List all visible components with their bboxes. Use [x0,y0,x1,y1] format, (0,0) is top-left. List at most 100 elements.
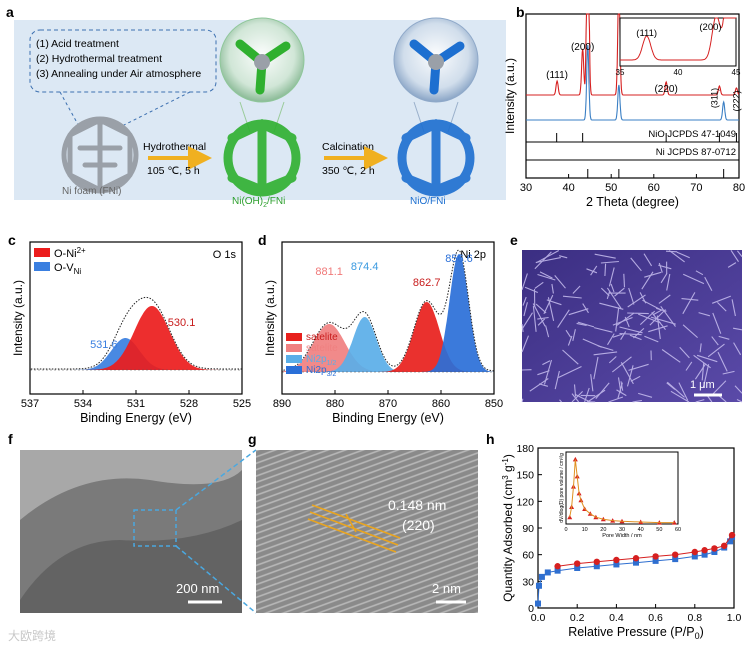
xrd-series-1 [526,44,739,121]
sem-nanosheet-edge [539,271,553,279]
sem-nanosheet-edge [616,389,627,397]
bet-xtick-label-1: 0.2 [570,612,585,624]
sem-nanosheet-edge [571,393,580,403]
xrd-xtick-label-4: 70 [690,182,702,194]
xrd-xtick-label-0: 30 [520,182,532,194]
bet-inset-xtick-2: 20 [600,527,606,533]
sem-nanosheet-edge [616,312,635,327]
bet-xtick-label-0: 0.0 [531,612,546,624]
sem-nanosheet-edge [535,257,561,264]
arrow1-condition: 105 ℃, 5 h [147,165,200,177]
sem-nanosheet-edge [681,298,699,301]
ni2p-annotation-3: 856.6 [445,253,473,265]
ni2p-legend-swatch-0 [286,333,302,341]
xrd-inset-frame [619,17,737,67]
sem-nanosheet-edge [599,302,624,310]
panel-label-b: b [516,4,525,20]
tem-scale-label: 200 nm [176,581,219,596]
d-spacing-label: 0.148 nm [388,497,446,513]
caption-niooh: Ni(OH)2/FNi [232,196,285,209]
chart-ni2p: 890 880 870 860 850 Binding Energy (eV) Intens… [263,241,503,425]
sem-nanosheet-edge [559,399,562,403]
sem-nanosheet-edge [695,270,704,276]
bet-inset-xtick-5: 50 [656,527,662,533]
chart-bet: 0 30 60 90 120 150 180 0.0 0.2 0.4 0.6 0.8 1.0 Relati… [501,443,741,641]
ni2p-xtick-label-0: 890 [273,398,291,410]
sem-nanosheet-edge [644,271,662,278]
sem-nanosheet-edge [590,265,598,276]
bet-inset-point-3 [572,456,578,462]
sem-nanosheet-edge [693,354,711,369]
sem-nanosheet-edge [629,334,642,341]
sem-nanosheet-edge [682,273,705,285]
sem-nanosheet-edge [627,312,649,315]
sem-nanosheet-edge [668,249,685,263]
sem-nanosheet-edge [717,302,727,312]
bet-ytick-label-0: 0 [528,603,534,615]
o1s-ylabel: Intensity (a.u.) [11,280,25,356]
o1s-xtick-label-4: 525 [233,398,251,410]
sem-nanosheet-edge [615,307,620,332]
sem-nanosheet-edge [567,335,573,346]
sem-nanosheet-edge [696,354,718,363]
sem-nanosheet-edge [524,286,539,294]
panel-a: a (1) Acid treatment (2) Hydrothermal tr… [6,4,506,209]
sem-nanosheet-edge [652,309,662,316]
sem-nanosheet-edge [534,251,552,270]
sem-nanosheet-edge [610,283,615,293]
bet-adsorption-line [537,536,733,604]
sem-nanosheet-edge [554,275,566,289]
sem-nanosheet-edge [551,283,554,294]
sem-nanosheet-edge [637,313,661,324]
bet-xlabel: Relative Pressure (P/P0) [568,625,704,641]
xrd-inset-xtick-1: 40 [674,68,683,77]
sem-nanosheet-edge [702,364,710,389]
sem-nanosheet-edge [529,378,549,392]
panel-label-d: d [258,232,267,248]
bet-inset-xlabel: Pore Width / nm [602,533,642,539]
sem-nanosheet-edge [532,303,546,327]
o1s-label: O 1s [213,249,237,261]
sem-nanosheet-edge [638,392,653,398]
sem-nanosheet-edge [612,333,623,338]
sem-nanosheet-edge [628,287,635,305]
sem-nanosheet-edge [627,294,646,308]
bet-xtick-label-5: 1.0 [727,612,742,624]
sem-nanosheet-edge [648,325,668,333]
xrd-inset-label-0: (111) [636,28,657,39]
sem-nanosheet-edge [590,374,594,392]
sem-nanosheet-edge [572,329,576,342]
step-1: (1) Acid treatment [36,38,119,50]
sem-nanosheet-edge [607,333,615,346]
panel-f-tem-image: 200 nm [20,450,242,613]
sem-nanosheet-edge [660,273,668,284]
sem-nanosheet-edge [565,329,572,338]
xrd-peak-label-3: (311) [709,88,719,108]
o1s-component-1 [30,306,242,370]
bet-ytick-label-1: 30 [522,576,534,588]
ni2p-legend-2: Ni2p1/2 [306,354,336,367]
bet-inset-frame [565,451,679,525]
sem-nanosheet-edge [537,273,556,281]
sem-nanosheet-edge [699,343,702,353]
sem-nanosheet-edge [608,267,615,287]
sem-nanosheet-edge [656,307,667,312]
ni2p-annotation-0: 881.1 [315,266,343,278]
o1s-legend-swatch-1 [34,262,50,271]
sem-scale-label: 1 μm [690,379,715,391]
xrd-xtick-label-2: 50 [605,182,617,194]
sem-nanosheet-edge [717,351,728,372]
ni2p-legend-0: satelite [306,332,338,343]
bet-xtick-label-3: 0.6 [648,612,663,624]
ni2p-legend-1: satelite [306,343,338,354]
ni2p-xlabel: Binding Energy (eV) [332,411,444,425]
bet-inset-ylabel: dV/dlog(D) pore volume / cm³/g [559,453,565,523]
sem-nanosheet-edge [543,294,554,315]
ni2p-legend-swatch-1 [286,344,302,352]
sem-nanosheet-edge [521,312,533,330]
watermark-text: 大欧跨境 [8,628,56,643]
bet-ytick-label-6: 180 [516,443,534,455]
arrow1-label: Hydrothermal [143,141,206,153]
plane-label: (220) [402,517,435,533]
bet-xtick-label-4: 0.8 [687,612,702,624]
